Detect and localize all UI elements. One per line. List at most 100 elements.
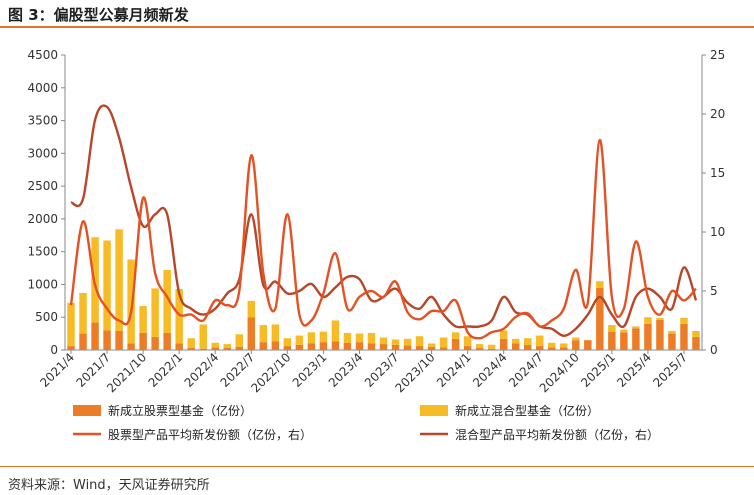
bar-stock	[271, 341, 280, 350]
bar-stock	[463, 346, 472, 350]
source-note: 资料来源：Wind，天风证券研究所	[8, 478, 210, 493]
bar-mixed	[79, 292, 87, 334]
bar-mixed	[235, 334, 243, 347]
x-tick-label: 2023/10	[393, 350, 438, 395]
bar-stock	[175, 343, 183, 350]
bar-stock	[367, 343, 376, 350]
bar-stock	[67, 346, 75, 350]
bar-mixed	[115, 229, 123, 331]
bar-stock	[499, 338, 508, 350]
bar-stock	[644, 323, 652, 350]
x-tick-label: 2021/10	[104, 350, 149, 395]
bar-stock	[127, 343, 135, 350]
bar-stock	[524, 344, 532, 350]
x-tick-label: 2023/4	[326, 350, 366, 390]
legend-label-stock-line: 股票型产品平均新发份额（亿份，右）	[108, 427, 312, 442]
bar-stock	[608, 331, 616, 350]
left-tick-label: 1500	[27, 245, 58, 259]
bar-mixed	[259, 325, 268, 343]
left-tick-label: 1000	[27, 277, 58, 291]
left-tick-label: 3500	[27, 114, 58, 128]
legend-label-mixed-bar: 新成立混合型基金（亿份）	[455, 403, 599, 418]
bar-mixed	[367, 332, 376, 344]
right-tick-label: 20	[710, 107, 725, 121]
right-tick-label: 0	[710, 343, 718, 357]
left-axis-ticks: 0 500 1000 1500 2000 2500 3000 3500 4000 4500	[27, 48, 65, 357]
bar-stock	[319, 342, 328, 350]
bar-stock	[259, 342, 268, 350]
bar-mixed	[487, 344, 496, 349]
bar-mixed	[151, 288, 159, 337]
bar-stock	[451, 338, 460, 350]
bar-stock	[235, 346, 243, 350]
bar-stock	[427, 346, 436, 350]
bar-stock	[247, 317, 256, 350]
bar-mixed	[319, 331, 328, 343]
right-tick-label: 15	[710, 166, 725, 180]
left-tick-label: 2000	[27, 212, 58, 226]
bar-mixed	[560, 343, 568, 348]
bar-stock	[199, 348, 207, 350]
bar-mixed	[379, 337, 388, 345]
bar-stock	[487, 348, 496, 350]
bar-mixed	[67, 302, 75, 347]
bar-mixed	[439, 337, 448, 348]
bar-mixed	[680, 317, 688, 324]
bar-mixed	[175, 289, 183, 344]
legend-swatch-stock-bar	[73, 405, 101, 416]
left-tick-label: 500	[35, 310, 58, 324]
bar-stock	[79, 333, 87, 350]
bar-stock	[211, 347, 219, 350]
left-tick-label: 4000	[27, 81, 58, 95]
bar-stock	[295, 344, 304, 350]
bar-stock	[548, 347, 556, 350]
x-tick-label: 2025/1	[578, 350, 618, 390]
bar-mixed	[451, 332, 460, 339]
bar-mixed	[475, 344, 484, 349]
x-tick-label: 2025/7	[650, 350, 690, 390]
bar-mixed	[187, 338, 195, 349]
bar-mixed	[271, 324, 280, 342]
bar-stock	[656, 319, 664, 350]
left-tick-label: 3000	[27, 146, 58, 160]
bar-stock	[692, 336, 700, 350]
bar-stock	[511, 343, 520, 350]
x-tick-label: 2024/4	[470, 350, 510, 390]
bar-mixed	[692, 330, 700, 337]
bar-mixed	[283, 338, 292, 347]
bar-mixed	[596, 281, 604, 288]
bar-stock	[355, 342, 364, 350]
bar-stock	[391, 344, 400, 350]
bar-mixed	[391, 339, 400, 345]
bar-stock	[475, 348, 484, 350]
bar-stock	[307, 343, 316, 350]
bar-mixed	[548, 342, 556, 348]
x-tick-label: 2022/10	[248, 350, 293, 395]
bar-mixed	[343, 332, 352, 343]
left-tick-label: 2500	[27, 179, 58, 193]
bar-mixed	[403, 338, 412, 346]
bar-mixed	[608, 325, 616, 332]
x-tick-label: 2024/1	[434, 350, 474, 390]
left-tick-label: 4500	[27, 48, 58, 62]
bar-mixed	[139, 306, 147, 333]
bar-stock	[668, 333, 676, 350]
bar-mixed	[668, 330, 676, 334]
bar-stock	[632, 328, 640, 350]
bar-stock	[536, 346, 544, 350]
x-tick-label: 2022/4	[182, 350, 222, 390]
x-tick-label: 2025/4	[614, 350, 654, 390]
bar-stock	[187, 348, 195, 350]
bar-mixed	[163, 270, 171, 333]
legend-swatch-mixed-bar	[420, 405, 448, 416]
bar-mixed	[620, 329, 628, 333]
bar-stock	[283, 346, 292, 350]
bar-stock	[415, 346, 424, 350]
x-tick-label: 2023/1	[290, 350, 330, 390]
legend: 新成立股票型基金（亿份） 新成立混合型基金（亿份） 股票型产品平均新发份额（亿份…	[73, 403, 659, 442]
right-tick-label: 10	[710, 225, 725, 239]
figure-title: 图 3：偏股型公募月频新发	[8, 6, 189, 24]
footer-divider	[0, 466, 754, 467]
bar-mixed	[632, 326, 640, 329]
